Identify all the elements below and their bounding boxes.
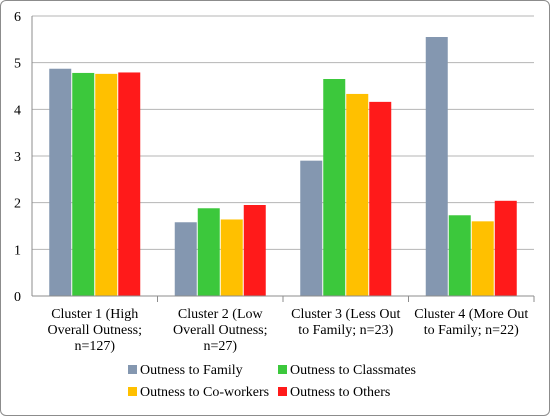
bar-outness-to-family-cluster-1 [49,68,72,296]
legend-label: Outness to Family [140,363,243,378]
bar-outness-to-co-workers-cluster-4 [471,221,494,296]
bar-outness-to-others-cluster-1 [118,72,141,296]
bar-outness-to-family-cluster-4 [425,37,448,296]
legend-label: Outness to Co-workers [140,385,269,400]
x-tick-label-line: to Family; n=23) [298,323,393,338]
x-tick-label: Cluster 4 (More Out to Family; n=22) [414,307,528,338]
legend-swatch [128,365,137,374]
legend-swatch [128,387,137,396]
y-tick-label: 5 [14,57,21,72]
y-tick-label: 4 [14,103,21,118]
x-tick-label-line: Cluster 2 (Low [178,307,264,322]
x-tick-label-line: Cluster 4 (More Out [414,307,528,322]
legend-swatch [278,365,287,374]
bar-outness-to-co-workers-cluster-1 [95,73,118,296]
bar-outness-to-others-cluster-4 [494,200,517,296]
legend-label: Outness to Others [290,385,390,400]
x-axis-category-labels: Cluster 1 (High Overall Outness; n=127)Clu… [48,307,529,354]
axes [31,16,535,302]
x-tick-label: Cluster 2 (Low Overall Outness; n=27) [173,307,267,354]
bar-outness-to-family-cluster-2 [174,222,197,296]
y-tick-label: 2 [14,197,21,212]
x-tick-label-line: Overall Outness; [173,323,267,338]
y-tick-label: 3 [14,150,21,165]
y-tick-label: 6 [14,10,21,25]
bar-outness-to-classmates-cluster-4 [448,215,471,296]
bar-outness-to-others-cluster-3 [369,101,392,296]
x-tick-label-line: Cluster 1 (High [51,307,138,322]
bar-outness-to-family-cluster-3 [300,160,323,296]
bar-outness-to-co-workers-cluster-3 [346,93,369,296]
legend-label: Outness to Classmates [290,363,416,378]
bar-outness-to-classmates-cluster-1 [72,72,95,296]
y-axis-tick-labels: 0 1 2 3 4 5 6 [14,10,21,305]
bar-outness-to-co-workers-cluster-2 [220,219,243,296]
legend-swatch [278,387,287,396]
legend: Outness to Family Outness to Classmates Ou… [128,363,416,400]
bar-outness-to-classmates-cluster-3 [323,79,346,296]
x-tick-label-line: Cluster 3 (Less Out [291,307,400,322]
bar-marks [49,37,517,296]
y-tick-label: 1 [14,243,21,258]
x-tick-label-line: n=27) [203,339,237,354]
bar-outness-to-others-cluster-2 [243,205,266,296]
bar-outness-to-classmates-cluster-2 [197,208,220,296]
x-tick-label-line: n=127) [74,339,115,354]
x-tick-label-line: to Family; n=22) [424,323,519,338]
x-tick-label: Cluster 3 (Less Out to Family; n=23) [291,307,400,338]
x-tick-label: Cluster 1 (High Overall Outness; n=127) [48,307,142,354]
x-tick-label-line: Overall Outness; [48,323,142,338]
y-tick-label: 0 [14,290,21,305]
